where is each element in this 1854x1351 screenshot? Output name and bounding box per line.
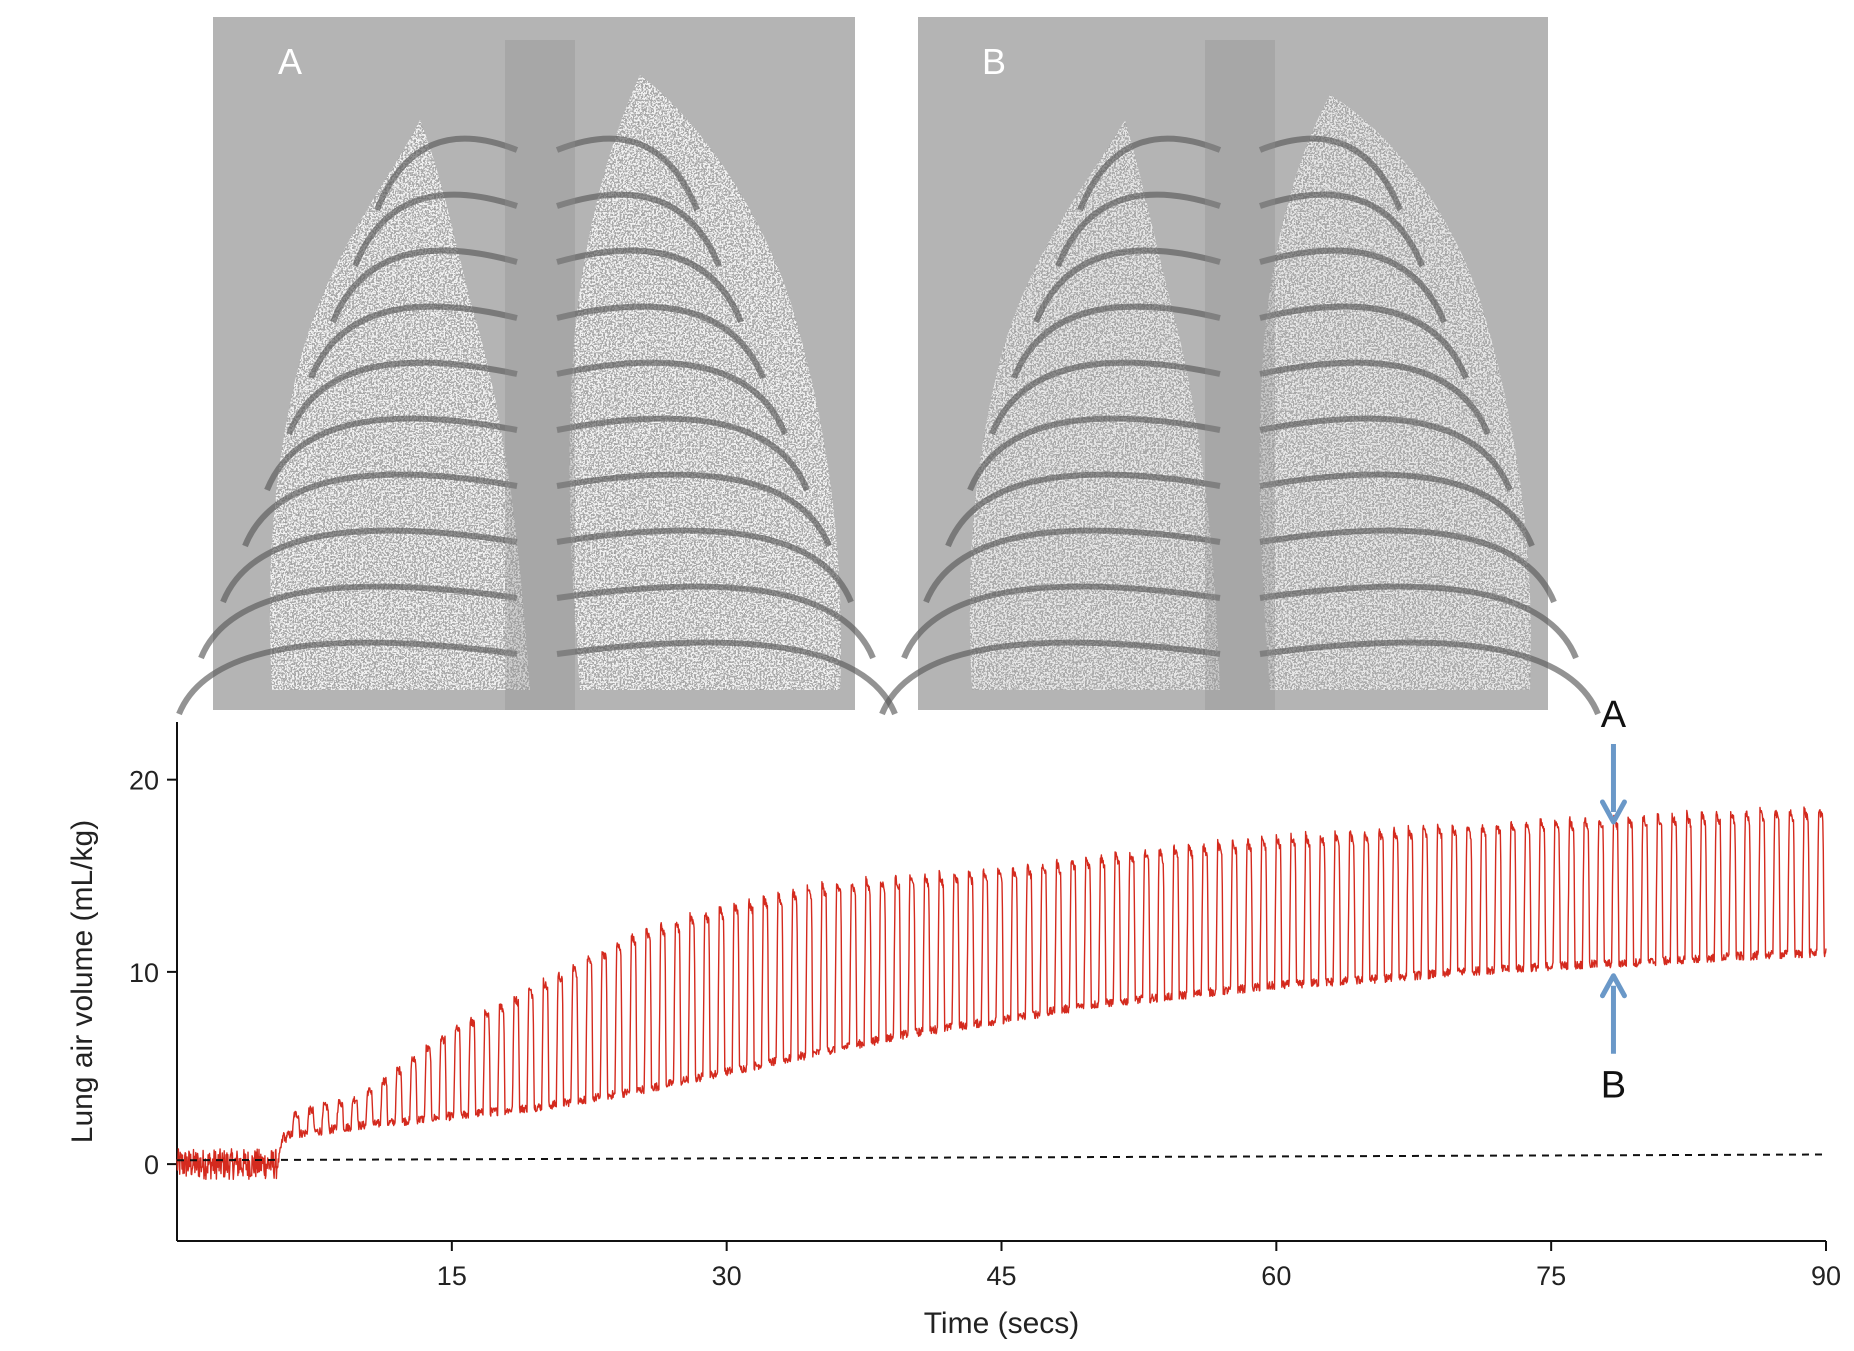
y-tick-label: 0 bbox=[144, 1150, 159, 1180]
arrow-up-icon bbox=[1599, 973, 1627, 999]
arrow-down-icon bbox=[1599, 799, 1627, 825]
rib-line bbox=[923, 527, 1221, 604]
panel-label-a: A bbox=[278, 41, 302, 82]
rib-line bbox=[989, 359, 1221, 436]
panel-label-b: B bbox=[982, 41, 1006, 82]
rib-line bbox=[555, 135, 700, 212]
annotation-a: A bbox=[1599, 694, 1627, 825]
rib-line bbox=[1259, 303, 1469, 380]
rib-line bbox=[556, 247, 744, 324]
rib-line bbox=[1259, 359, 1491, 436]
annotation-b: B bbox=[1599, 973, 1627, 1107]
rib-lines bbox=[879, 135, 1601, 716]
rib-line bbox=[556, 359, 788, 436]
rib-line bbox=[556, 303, 766, 380]
y-axis-title: Lung air volume (mL/kg) bbox=[66, 820, 99, 1143]
rib-line bbox=[1259, 639, 1601, 716]
annotation-label: B bbox=[1601, 1065, 1626, 1107]
rib-line bbox=[1259, 191, 1425, 268]
rib-line bbox=[556, 415, 810, 492]
rib-line bbox=[1055, 191, 1221, 268]
rib-line bbox=[1259, 415, 1513, 492]
rib-line bbox=[945, 471, 1221, 548]
y-tick-label: 20 bbox=[129, 766, 159, 796]
rib-line bbox=[556, 527, 854, 604]
x-tick-label: 75 bbox=[1536, 1261, 1566, 1291]
xray-panel-a: A bbox=[176, 17, 898, 716]
rib-line bbox=[556, 471, 832, 548]
annotation-label: A bbox=[1601, 694, 1627, 736]
rib-line bbox=[879, 639, 1221, 716]
y-ticks: 0 10 20 bbox=[129, 766, 177, 1180]
rib-line bbox=[1259, 471, 1535, 548]
x-ticks: 15 30 45 60 75 90 bbox=[437, 1241, 1841, 1291]
rib-line bbox=[556, 583, 876, 660]
annotation-layer: AB bbox=[1599, 694, 1627, 1107]
rib-line bbox=[1259, 527, 1557, 604]
rib-line bbox=[374, 135, 519, 212]
lung-volume-series-line bbox=[176, 806, 1827, 1181]
rib-line bbox=[967, 415, 1221, 492]
xray-panel-b: B bbox=[879, 17, 1601, 716]
zero-reference-line bbox=[176, 1153, 1827, 1162]
rib-line bbox=[330, 247, 518, 324]
x-tick-label: 45 bbox=[986, 1261, 1016, 1291]
spine bbox=[505, 40, 575, 710]
rib-line bbox=[286, 359, 518, 436]
x-axis-title: Time (secs) bbox=[924, 1307, 1080, 1340]
rib-line bbox=[242, 471, 518, 548]
rib-line bbox=[1258, 135, 1403, 212]
rib-line bbox=[901, 583, 1221, 660]
series-layer bbox=[176, 806, 1827, 1181]
rib-line bbox=[1259, 247, 1447, 324]
x-tick-label: 60 bbox=[1261, 1261, 1291, 1291]
rib-line bbox=[1033, 247, 1221, 324]
rib-line bbox=[264, 415, 518, 492]
rib-lines bbox=[176, 135, 898, 716]
y-tick-label: 10 bbox=[129, 958, 159, 988]
rib-line bbox=[308, 303, 518, 380]
rib-line bbox=[352, 191, 518, 268]
x-tick-label: 15 bbox=[437, 1261, 467, 1291]
rib-line bbox=[1077, 135, 1222, 212]
rib-line bbox=[1259, 583, 1579, 660]
x-tick-label: 30 bbox=[712, 1261, 742, 1291]
rib-line bbox=[556, 191, 722, 268]
rib-line bbox=[220, 527, 518, 604]
rib-line bbox=[176, 639, 518, 716]
x-tick-label: 90 bbox=[1811, 1261, 1841, 1291]
rib-line bbox=[556, 639, 898, 716]
spine bbox=[1205, 40, 1275, 710]
rib-line bbox=[198, 583, 518, 660]
rib-line bbox=[1011, 303, 1221, 380]
